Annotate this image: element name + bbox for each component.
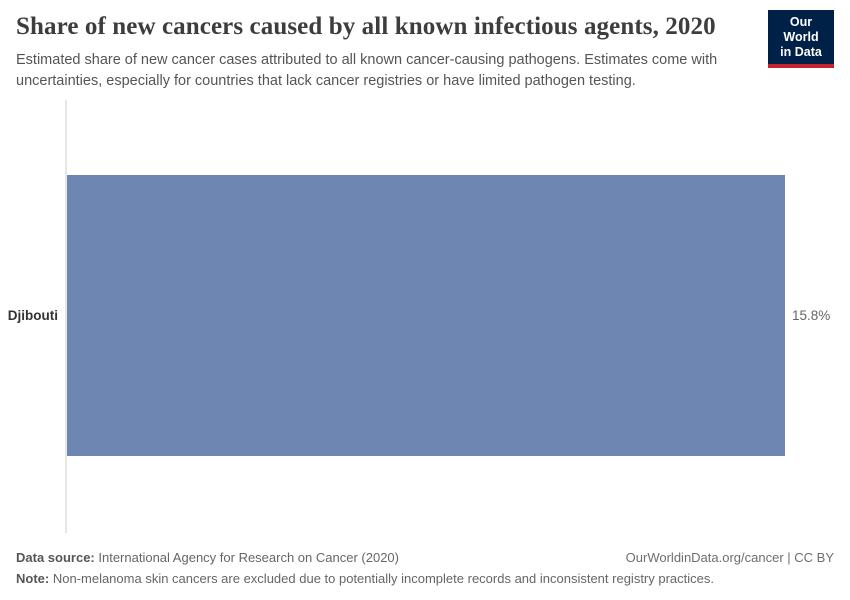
owid-cancer-link[interactable]: OurWorldinData.org/cancer | CC BY xyxy=(625,550,834,565)
data-source-value: International Agency for Research on Can… xyxy=(94,550,399,565)
y-axis-line xyxy=(65,100,67,533)
owid-logo[interactable]: Our World in Data xyxy=(768,10,834,68)
value-label: 15.8% xyxy=(792,308,831,323)
chart-subtitle: Estimated share of new cancer cases attr… xyxy=(16,52,718,89)
note-label: Note: xyxy=(16,571,50,586)
chart-title: Share of new cancers caused by all known… xyxy=(16,13,716,40)
bar[interactable] xyxy=(67,175,785,456)
owid-logo-line2: in Data xyxy=(780,45,822,59)
note-value: Non-melanoma skin cancers are excluded d… xyxy=(49,571,714,586)
footer-note-row: Note: Non-melanoma skin cancers are excl… xyxy=(16,570,834,588)
entity-label: Djibouti xyxy=(7,308,58,323)
owid-logo-line1: Our World xyxy=(783,15,819,44)
data-source-label: Data source: xyxy=(16,550,95,565)
data-source-text: Data source: International Agency for Re… xyxy=(16,549,399,567)
footer-source-row: Data source: International Agency for Re… xyxy=(16,549,834,567)
